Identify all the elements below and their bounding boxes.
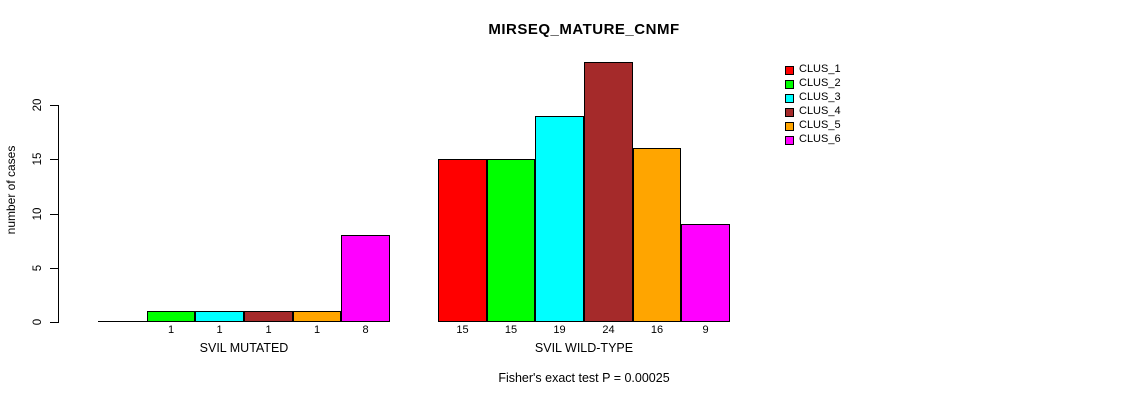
y-axis-tick-label: 20: [32, 98, 44, 112]
bar-value-label: 1: [216, 324, 223, 336]
bar: [438, 159, 487, 322]
y-axis-tick-label: 15: [32, 152, 44, 166]
legend-item-label: CLUS_5: [799, 119, 841, 131]
y-axis-tick-label: 10: [32, 207, 44, 221]
y-axis-title: number of cases: [4, 145, 18, 235]
bar: [195, 311, 244, 322]
bar-value-label: 16: [650, 324, 664, 336]
legend-item-label: CLUS_2: [799, 77, 841, 89]
chart-title: MIRSEQ_MATURE_CNMF: [488, 21, 680, 38]
legend-color-swatch: [785, 136, 794, 145]
bar-value-label: 15: [456, 324, 469, 336]
legend-item-label: CLUS_6: [799, 133, 841, 145]
bar: [147, 311, 195, 322]
annotation-text: Fisher's exact test P = 0.00025: [498, 371, 670, 385]
y-axis-tick: [50, 214, 58, 215]
y-axis-tick-label: 5: [32, 264, 44, 272]
bar: [487, 159, 535, 322]
y-axis-tick: [50, 322, 58, 323]
bar-value-label: 9: [702, 324, 709, 336]
bar: [535, 116, 584, 322]
legend-color-swatch: [785, 94, 794, 103]
y-axis-tick-label: 0: [32, 318, 44, 326]
bar-value-label: 19: [553, 324, 566, 336]
bar-value-label: 1: [167, 324, 175, 336]
zero-height-bar: [98, 321, 147, 322]
legend-item-label: CLUS_3: [799, 91, 841, 103]
bar-value-label: 15: [504, 324, 518, 336]
bar: [681, 224, 730, 322]
legend-color-swatch: [785, 80, 794, 89]
legend-color-swatch: [785, 108, 794, 117]
bar: [244, 311, 293, 322]
bar: [293, 311, 341, 322]
bar: [584, 62, 633, 322]
legend-item-label: CLUS_4: [799, 105, 841, 117]
bar-value-label: 1: [265, 324, 272, 336]
y-axis-tick: [50, 268, 58, 269]
y-axis-tick: [50, 105, 58, 106]
x-group-label: SVIL MUTATED: [199, 341, 289, 355]
bar: [341, 235, 390, 322]
legend-item-label: CLUS_1: [799, 63, 841, 75]
bar-value-label: 24: [602, 324, 615, 336]
bar: [633, 148, 681, 322]
y-axis-tick: [50, 159, 58, 160]
legend-color-swatch: [785, 66, 794, 75]
legend-color-swatch: [785, 122, 794, 131]
y-axis-line: [58, 105, 59, 323]
bar-value-label: 1: [313, 324, 321, 336]
x-group-label: SVIL WILD-TYPE: [534, 341, 634, 355]
bar-value-label: 8: [362, 324, 369, 336]
